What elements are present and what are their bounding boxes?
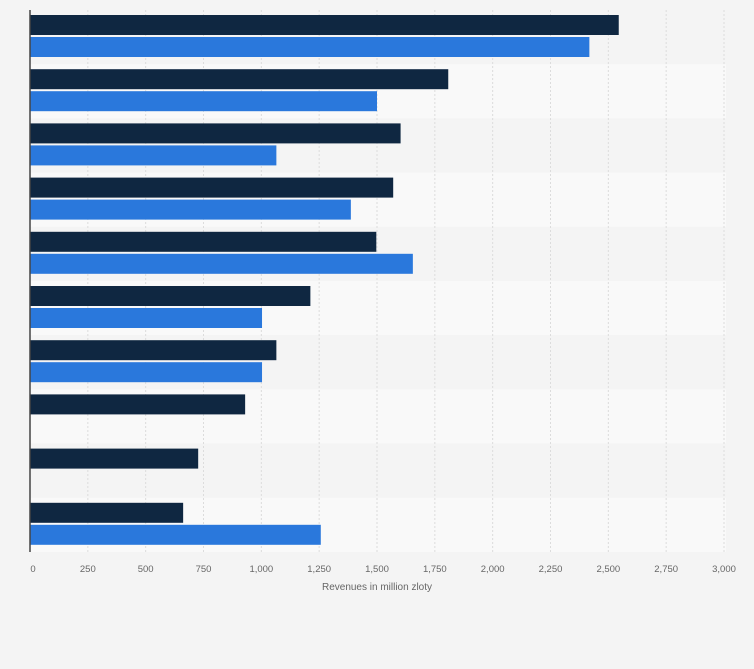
- x-tick-label: 1,250: [307, 564, 331, 575]
- x-tick-label: 500: [138, 564, 154, 575]
- x-tick-labels: 0 250 500 750 1,000 1,250 1,500 1,750 2,000 2,250…: [30, 564, 736, 575]
- bar-series-2[interactable]: [30, 199, 351, 220]
- bar-series-2[interactable]: [30, 524, 321, 545]
- bar-series-2[interactable]: [30, 37, 590, 57]
- x-tick-label: 1,000: [249, 564, 273, 575]
- bar-series-1[interactable]: [30, 231, 377, 252]
- x-tick-label: 250: [80, 564, 96, 575]
- bar-series-1[interactable]: [30, 448, 199, 469]
- x-tick-label: 2,000: [481, 564, 505, 575]
- x-tick-label: 2,750: [654, 564, 678, 575]
- bar-series-1[interactable]: [30, 15, 619, 35]
- bar-series-2[interactable]: [30, 362, 263, 383]
- x-tick-label: 2,500: [596, 564, 620, 575]
- bar-series-1[interactable]: [30, 394, 246, 415]
- x-tick-label: 750: [196, 564, 212, 575]
- bar-series-2[interactable]: [30, 91, 377, 112]
- bars: [30, 15, 619, 545]
- x-tick-label: 1,500: [365, 564, 389, 575]
- bar-series-2[interactable]: [30, 145, 277, 166]
- bar-series-1[interactable]: [30, 69, 449, 90]
- x-tick-label: 3,000: [712, 564, 736, 575]
- x-tick-label: 1,750: [423, 564, 447, 575]
- bar-series-1[interactable]: [30, 177, 394, 198]
- x-tick-label: 0: [30, 564, 35, 575]
- bar-series-1[interactable]: [30, 286, 311, 306]
- x-axis-title: Revenues in million zloty: [322, 582, 432, 593]
- bar-series-2[interactable]: [30, 253, 413, 274]
- bar-series-1[interactable]: [30, 123, 401, 144]
- bar-series-1[interactable]: [30, 502, 184, 523]
- x-tick-label: 2,250: [539, 564, 563, 575]
- bar-series-2[interactable]: [30, 308, 263, 328]
- bar-series-1[interactable]: [30, 340, 277, 361]
